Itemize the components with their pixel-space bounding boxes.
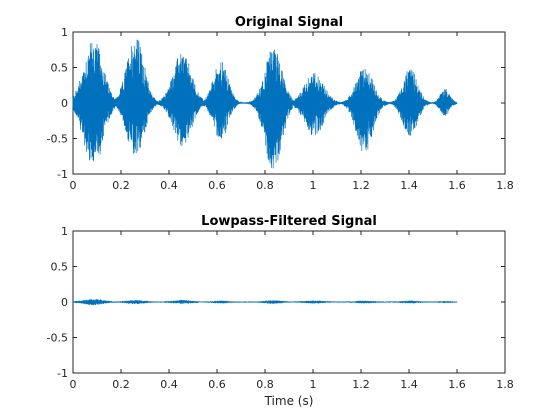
x-tick-label: 0.4: [160, 378, 178, 391]
chart-title: Original Signal: [235, 15, 343, 30]
x-tick-label: 1.2: [352, 378, 370, 391]
x-tick-label: 1.6: [448, 179, 466, 192]
y-tick-label: -1: [57, 168, 68, 181]
x-tick-label: 1: [310, 179, 317, 192]
x-axis-label: Time (s): [264, 394, 314, 408]
x-tick-label: 1.4: [400, 179, 418, 192]
x-tick-label: 1.4: [400, 378, 418, 391]
x-tick-label: 1.2: [352, 179, 370, 192]
axes-layer: Original Signal 0 0.2 0.4 0.6 0.8 1 1.2 1.4 1.6 1.…: [47, 15, 514, 408]
x-tick-label: 0.6: [208, 378, 226, 391]
y-tick-label: -1: [57, 367, 68, 380]
y-tick-label: -0.5: [47, 133, 68, 146]
x-tick-label: 0: [70, 378, 77, 391]
signal-trace: [72, 298, 458, 306]
signal-trace: [72, 39, 458, 169]
chart-title: Lowpass-Filtered Signal: [201, 214, 377, 229]
x-tick-label: 0.6: [208, 179, 226, 192]
y-tick-label: 1: [61, 26, 68, 39]
x-tick-label: 1.8: [496, 378, 514, 391]
x-tick-label: 1.6: [448, 378, 466, 391]
y-tick-label: 0: [61, 97, 68, 110]
x-tick-label: 0.2: [112, 179, 130, 192]
x-tick-label: 0: [70, 179, 77, 192]
x-tick-label: 0.2: [112, 378, 130, 391]
y-tick-label: 0.5: [51, 261, 69, 274]
x-tick-label: 1.8: [496, 179, 514, 192]
y-tick-label: 0: [61, 296, 68, 309]
x-tick-label: 1: [310, 378, 317, 391]
y-tick-label: -0.5: [47, 332, 68, 345]
x-tick-label: 0.8: [256, 378, 274, 391]
x-tick-label: 0.4: [160, 179, 178, 192]
y-tick-label: 0.5: [51, 62, 69, 75]
y-tick-label: 1: [61, 225, 68, 238]
axes-1: Original Signal 0 0.2 0.4 0.6 0.8 1 1.2 1.4 1.6 1.…: [47, 15, 514, 192]
x-tick-label: 0.8: [256, 179, 274, 192]
axes-2: Lowpass-Filtered Signal 0 0.2 0.4 0.6 0.8 1 1.2…: [47, 214, 514, 408]
